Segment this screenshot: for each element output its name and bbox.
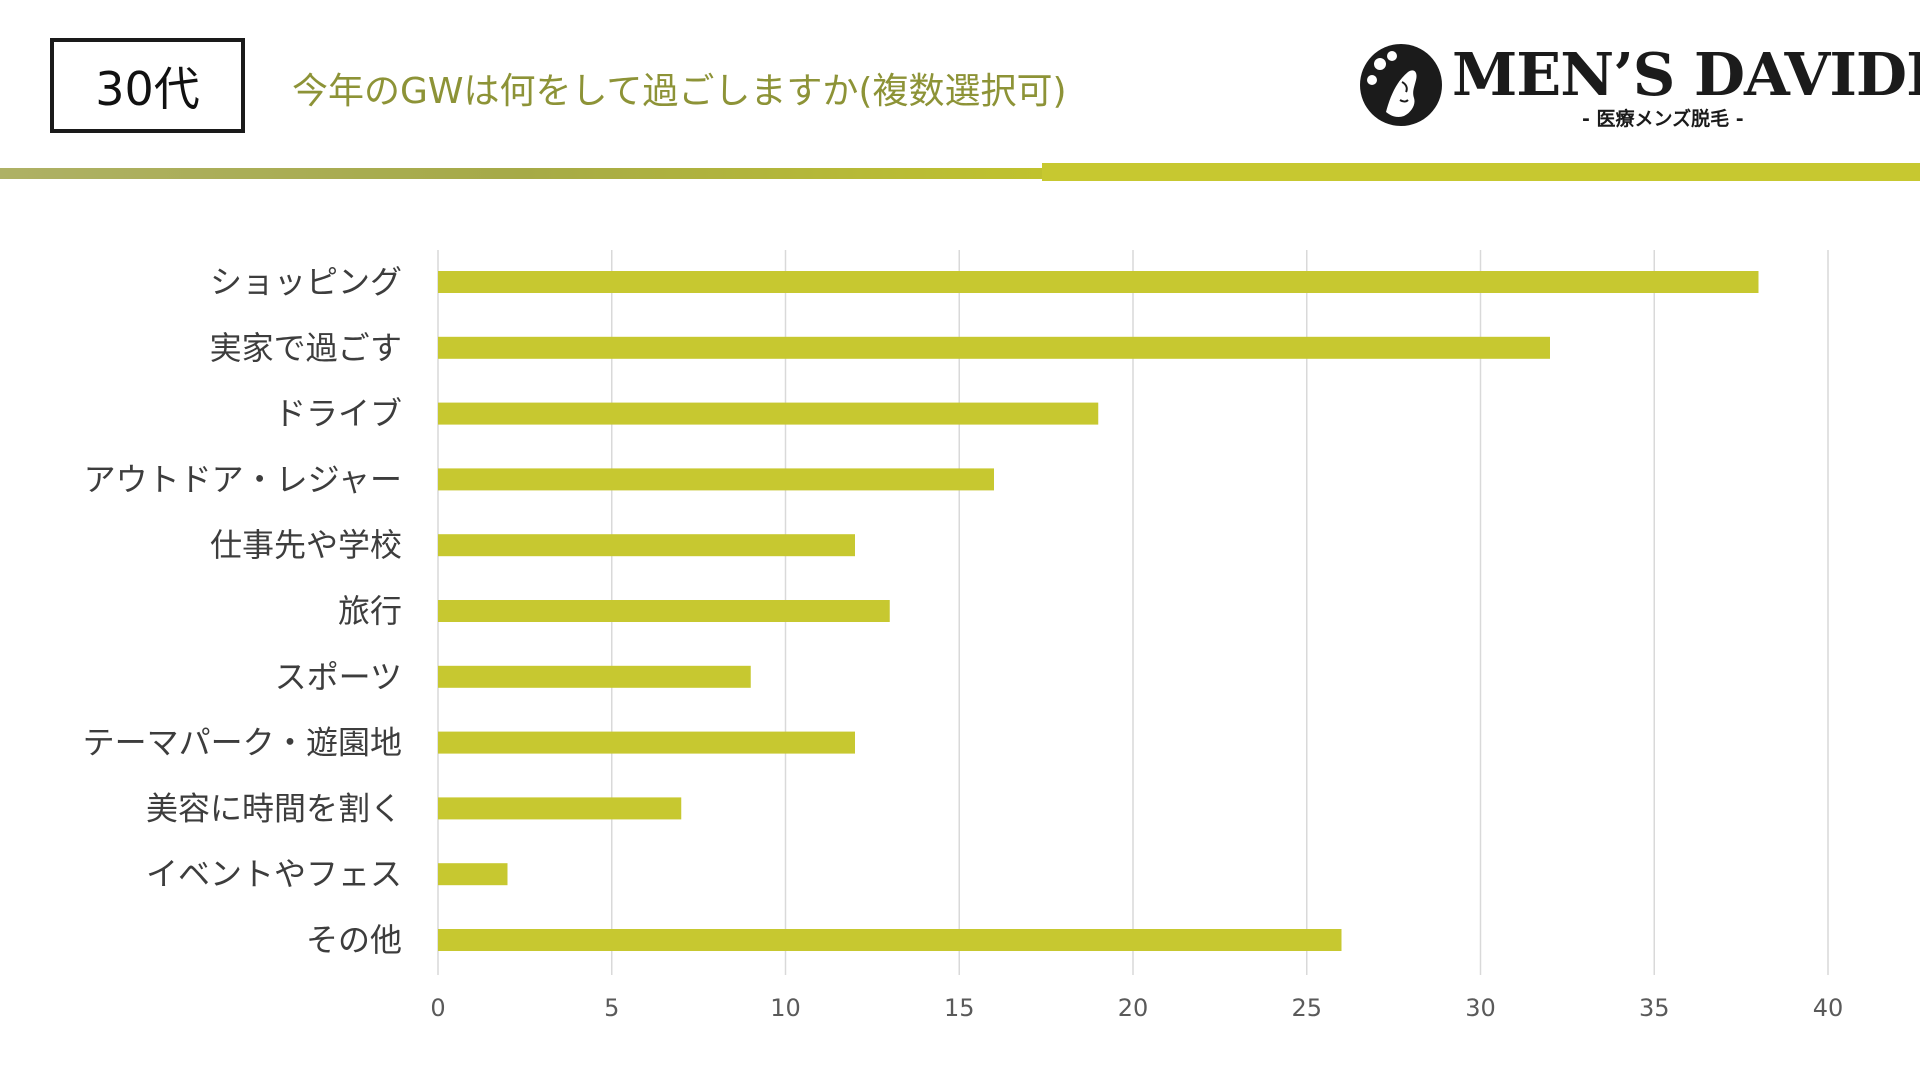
age-group-box: 30代 — [50, 38, 245, 133]
y-category-label: 美容に時間を割く — [146, 789, 402, 827]
bar — [438, 468, 994, 491]
y-category-label: 旅行 — [338, 592, 402, 630]
header-divider-left — [0, 168, 1042, 179]
header-divider-right — [1042, 163, 1920, 181]
age-group-label: 30代 — [95, 61, 200, 116]
y-category-label: イベントやフェス — [146, 855, 402, 893]
y-category-label: アウトドア・レジャー — [84, 460, 402, 498]
bar — [438, 929, 1342, 951]
y-category-label: ドライブ — [274, 395, 402, 433]
brand-name: MEN’S DAVIDE — [1452, 40, 1920, 109]
x-tick-label: 35 — [1639, 994, 1670, 1022]
bar — [438, 797, 682, 820]
bar — [438, 665, 751, 688]
x-tick-label: 5 — [604, 994, 619, 1022]
x-tick-label: 40 — [1813, 994, 1844, 1022]
x-tick-label: 20 — [1118, 994, 1149, 1022]
statue-head-icon — [1360, 44, 1442, 126]
y-category-label: テーマパーク・遊園地 — [83, 724, 402, 762]
bar — [438, 863, 508, 886]
x-tick-label: 25 — [1291, 994, 1322, 1022]
x-tick-label: 10 — [770, 994, 801, 1022]
y-category-label: その他 — [306, 921, 402, 959]
y-category-label: 仕事先や学校 — [210, 526, 402, 564]
brand-subtitle: - 医療メンズ脱毛 - — [1582, 108, 1744, 130]
y-category-label: ショッピング — [210, 263, 402, 301]
bar — [438, 402, 1099, 425]
chart-title: 今年のGWは何をして過ごしますか(複数選択可) — [292, 71, 1067, 112]
y-category-label: スポーツ — [275, 658, 402, 696]
x-tick-label: 0 — [430, 994, 445, 1022]
y-category-label: 実家で過ごす — [210, 329, 402, 367]
bar — [438, 534, 855, 557]
bar — [438, 271, 1759, 293]
bar — [438, 600, 890, 622]
x-tick-label: 30 — [1465, 994, 1496, 1022]
brand-logo: MEN’S DAVIDE - 医療メンズ脱毛 - — [1350, 38, 1920, 138]
bar — [438, 731, 855, 754]
bar — [438, 336, 1550, 359]
x-tick-label: 15 — [944, 994, 975, 1022]
